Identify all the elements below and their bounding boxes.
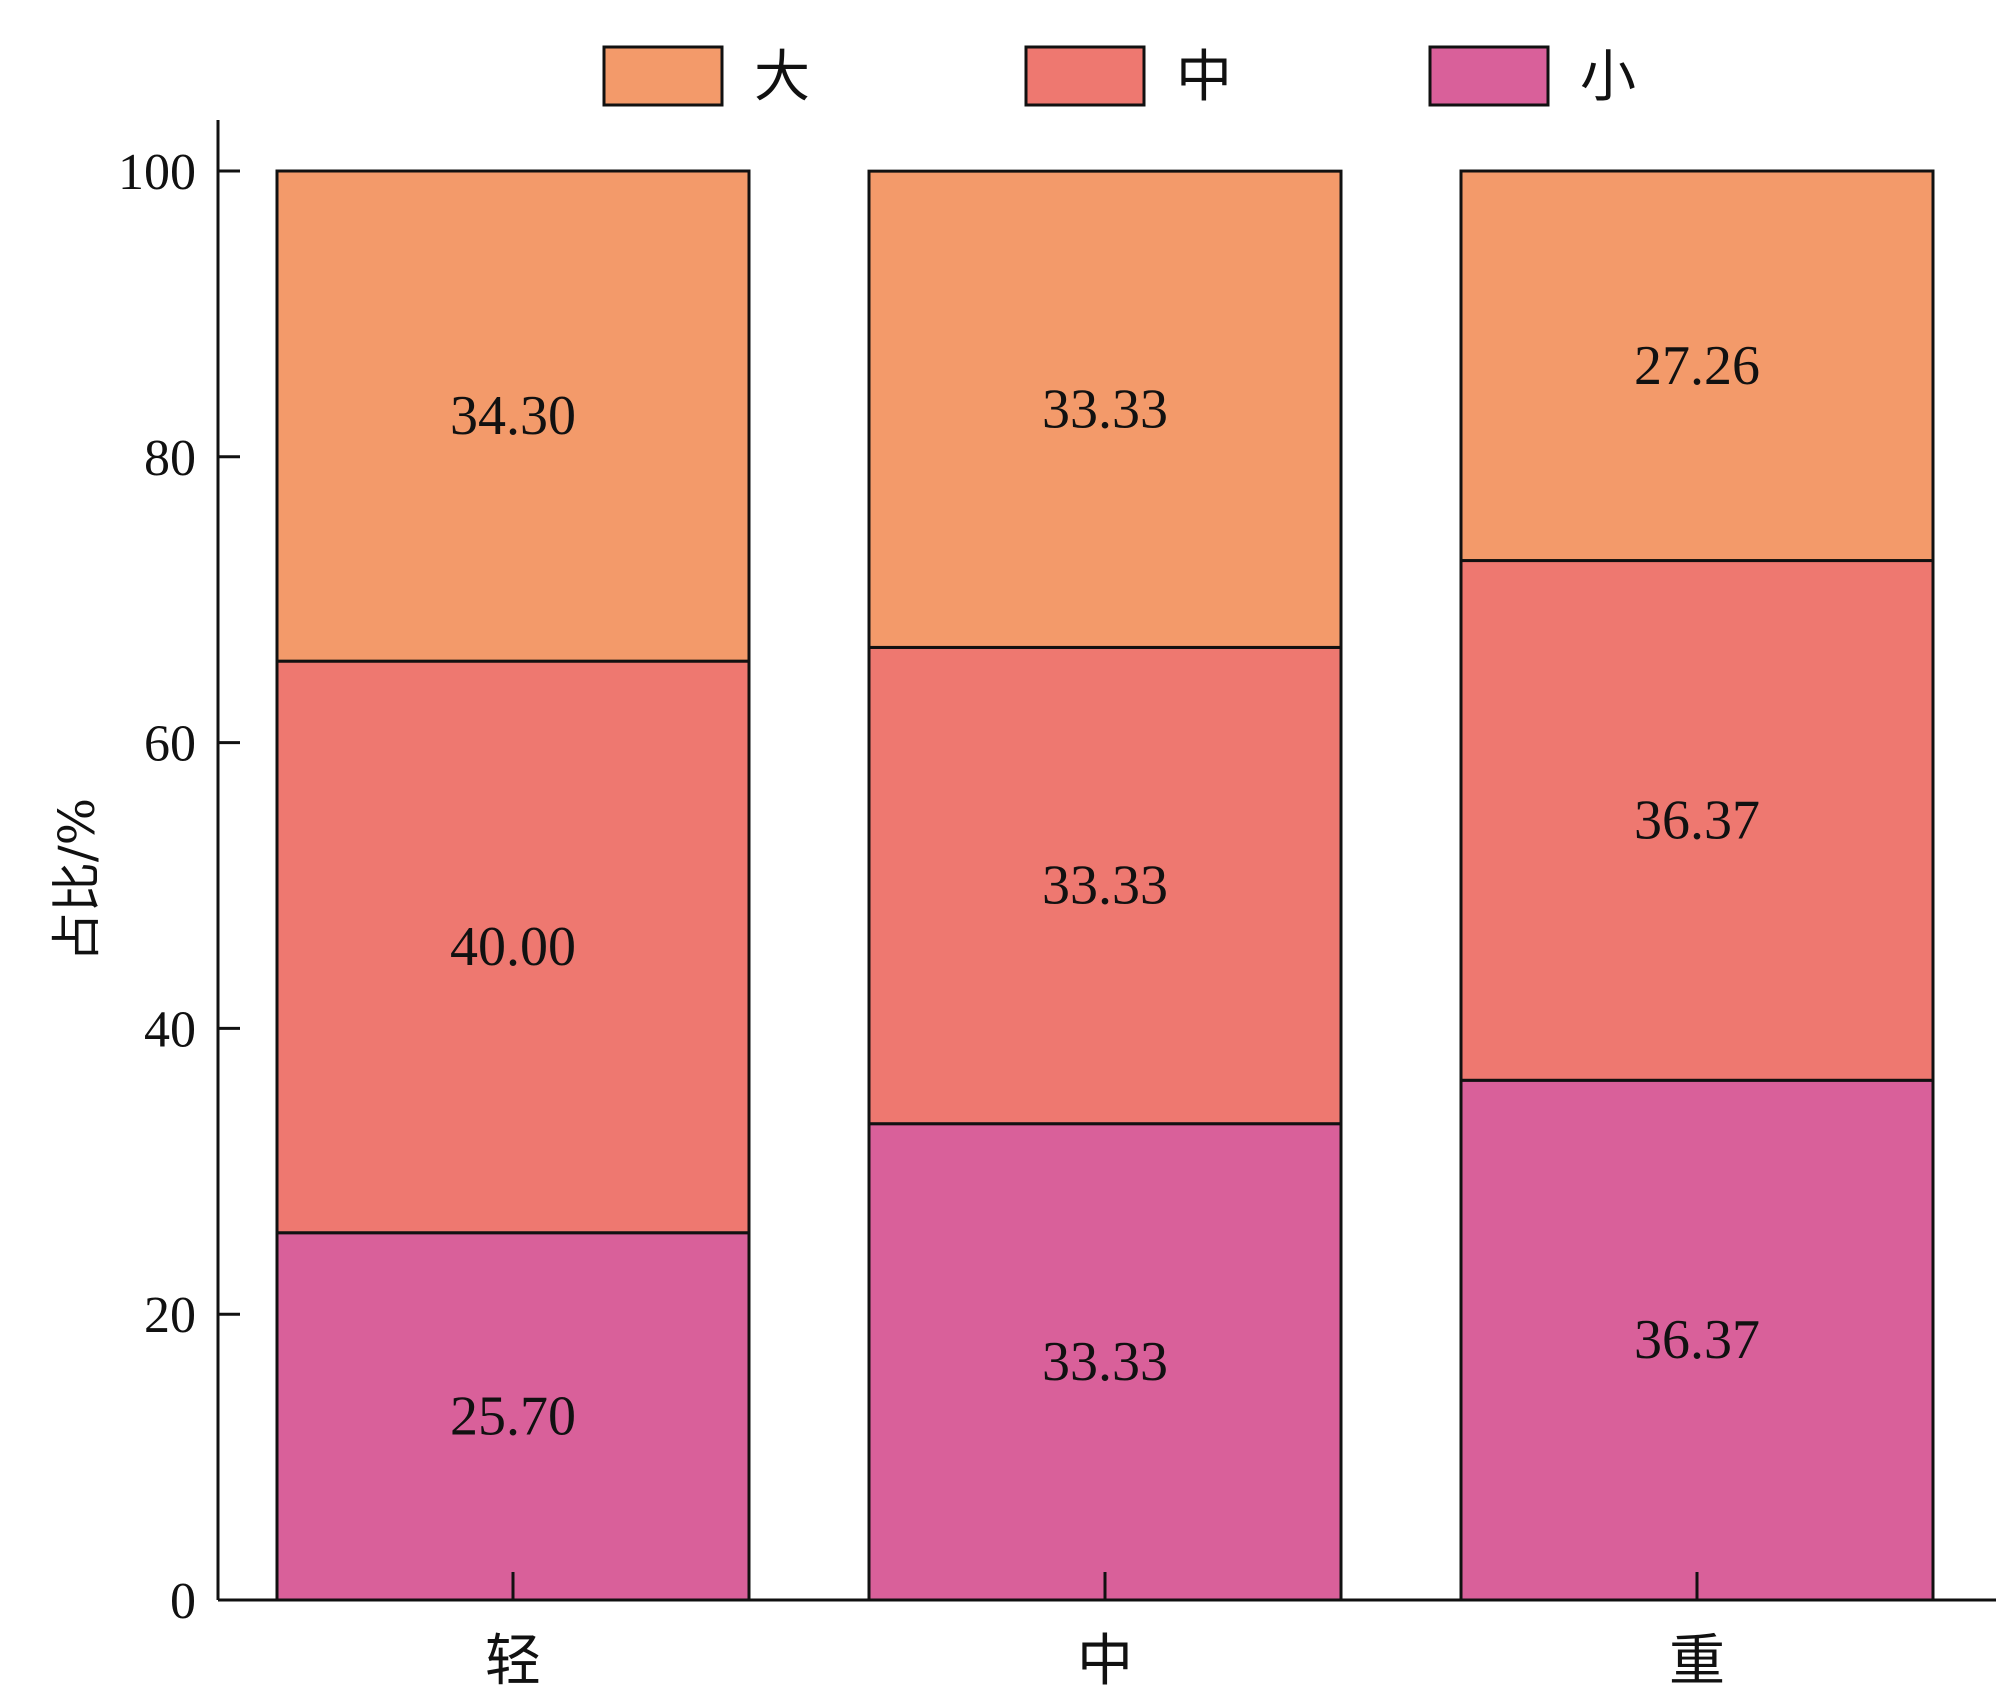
y-axis-title: 占比/%	[48, 798, 106, 962]
y-tick-label-4: 60	[144, 716, 196, 773]
data-labels-layer: 25.70 40.00 34.30 33.33 33.33 33.33 36.37 36.37…	[450, 335, 1760, 1448]
y-tick-label-3: 40	[144, 1001, 196, 1058]
data-label-3-1: 36.37	[1634, 1309, 1760, 1371]
bar-segment-2-2	[867, 645, 1343, 1126]
data-label-1-1: 25.70	[450, 1385, 576, 1447]
x-category-label-1: 轻	[485, 1629, 541, 1694]
bar-segment-3-2	[1459, 559, 1935, 1082]
legend-swatch-3	[1428, 45, 1550, 107]
bar-segment-3-1	[1459, 1078, 1935, 1602]
bar-segment-3-3	[1459, 169, 1935, 563]
legend-swatch-2	[1024, 45, 1146, 107]
axes-layer: 0 20 40 60 80 100 轻 中 重	[118, 120, 1996, 1694]
y-tick-label-2: 20	[144, 1287, 196, 1344]
data-label-2-1: 33.33	[1042, 1331, 1168, 1393]
legend: 大中小	[602, 45, 1636, 110]
legend-label-2: 中	[1176, 45, 1232, 110]
bar-segment-1-1	[275, 1231, 751, 1602]
legend-label-1: 大	[754, 45, 810, 110]
bar-segment-1-3	[275, 169, 751, 663]
x-category-label-3: 重	[1669, 1629, 1725, 1694]
data-label-3-3: 27.26	[1634, 335, 1760, 397]
data-label-2-2: 33.33	[1042, 855, 1168, 917]
y-tick-label-5: 80	[144, 430, 196, 487]
legend-label-3: 小	[1580, 45, 1636, 110]
y-tick-label-6: 100	[118, 144, 196, 201]
data-label-2-3: 33.33	[1042, 378, 1168, 440]
bar-segment-1-2	[275, 659, 751, 1235]
data-label-1-2: 40.00	[450, 916, 576, 978]
data-label-3-2: 36.37	[1634, 789, 1760, 851]
data-label-1-3: 34.30	[450, 385, 576, 447]
legend-swatch-1	[602, 45, 724, 107]
x-category-label-2: 中	[1077, 1629, 1133, 1694]
bars-layer	[275, 169, 1935, 1602]
bar-segment-2-3	[867, 169, 1343, 649]
y-tick-label-1: 0	[170, 1573, 196, 1630]
bar-segment-2-1	[867, 1122, 1343, 1602]
